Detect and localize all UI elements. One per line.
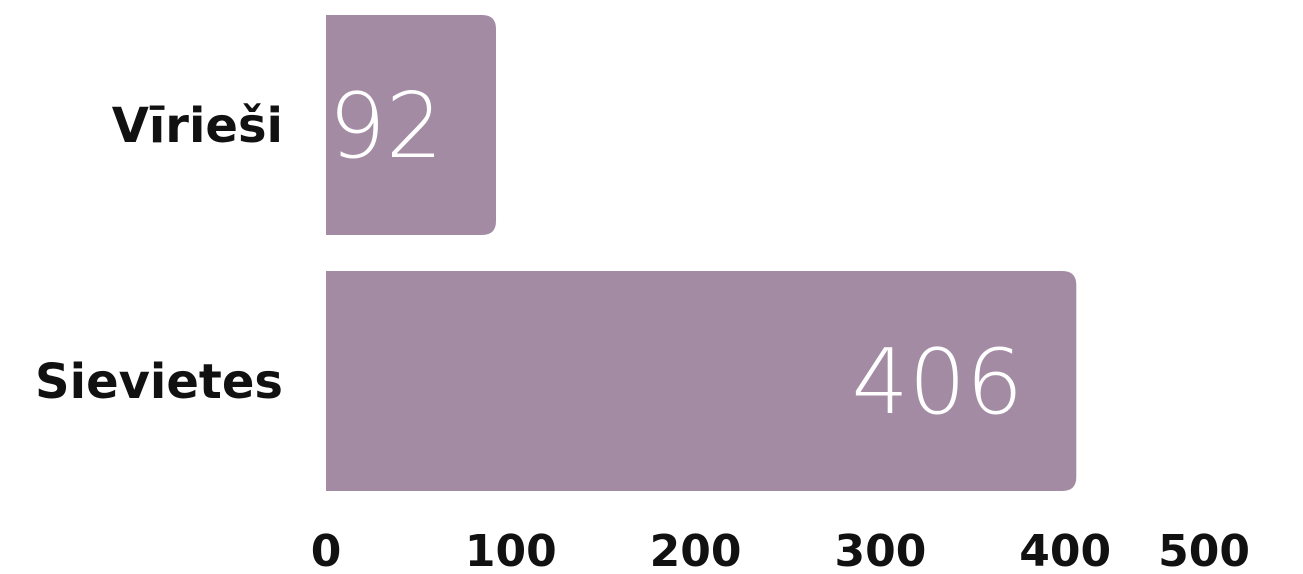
bar-1	[326, 271, 1077, 491]
bar-value-label-1: 406	[851, 330, 1023, 435]
x-axis-tick-labels: 0 100 200 300 400 500	[311, 526, 1250, 574]
bar-0	[326, 15, 497, 235]
category-label-0: Vīrieši	[112, 98, 283, 154]
category-label-1: Sievietes	[35, 354, 283, 410]
bar-value-label-0: 92	[328, 74, 443, 179]
x-tick-label-3: 300	[834, 526, 926, 574]
bars-layer: 92 406	[326, 15, 1077, 491]
category-labels: Vīrieši Sievietes	[35, 98, 283, 410]
x-tick-label-5: 500	[1158, 526, 1250, 574]
x-tick-label-4: 400	[1019, 526, 1111, 574]
x-tick-label-2: 200	[650, 526, 742, 574]
x-tick-label-1: 100	[465, 526, 557, 574]
x-tick-label-0: 0	[311, 526, 342, 574]
